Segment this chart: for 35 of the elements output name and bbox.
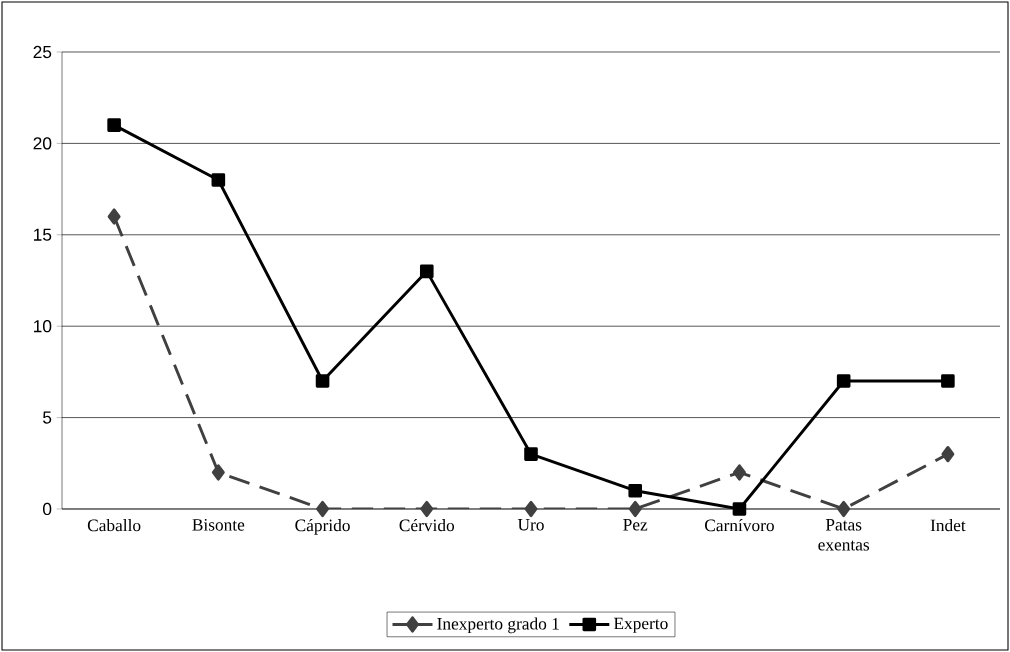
point (315, 374, 330, 388)
y-tick-label: 10 (34, 320, 52, 333)
x-tick-label: Patas exentas (818, 519, 870, 551)
y-tick-label: 25 (33, 45, 52, 59)
point (211, 173, 226, 187)
x-tick-label: Cérvido (399, 519, 455, 532)
point (941, 374, 955, 388)
point (837, 500, 851, 518)
point (732, 464, 746, 481)
x-tick-label: Pez (623, 519, 648, 531)
x-tick-label: Indet (930, 519, 966, 532)
point (524, 500, 538, 518)
x-tick-label: Carnívoro (705, 519, 774, 532)
point (628, 483, 643, 498)
point (211, 464, 225, 481)
point (316, 500, 330, 518)
legend-label: Inexperto grado 1 (437, 617, 559, 634)
point (419, 264, 434, 279)
point (107, 118, 121, 132)
y-tick-label: 15 (34, 228, 52, 241)
point (524, 447, 538, 461)
y-tick-label: 0 (42, 502, 52, 516)
point (941, 446, 955, 463)
legend-label: Experto (613, 617, 668, 633)
y-tick-label: 20 (33, 137, 52, 150)
x-tick-label: Cáprido (295, 519, 350, 535)
point (732, 502, 747, 516)
point (420, 500, 434, 518)
point (836, 374, 851, 388)
point (628, 500, 642, 518)
x-tick-label: Uro (517, 519, 544, 531)
x-tick-label: Caballo (87, 519, 141, 532)
y-tick-label: 5 (43, 411, 52, 424)
point (107, 208, 121, 225)
x-tick-label: Bisonte (192, 519, 245, 531)
